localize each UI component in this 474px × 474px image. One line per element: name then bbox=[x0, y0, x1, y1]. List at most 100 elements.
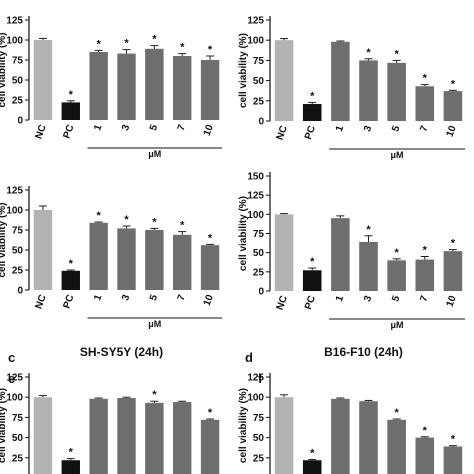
panel-4-significance-mark: * bbox=[366, 224, 371, 236]
panel-4-y-tick-label: 150 bbox=[247, 172, 264, 183]
panel-3-bar-PC bbox=[61, 270, 80, 290]
panel-6-y-tick-label: 50 bbox=[253, 433, 265, 444]
panel-3-category-label: PC bbox=[62, 293, 77, 310]
panel-4-y-tick-label: 50 bbox=[253, 248, 265, 259]
panel-2-bar-3 bbox=[359, 60, 378, 121]
panel-2-bar-1 bbox=[331, 41, 350, 121]
panel-2-category-label: 1 bbox=[334, 124, 346, 133]
panel-2-bar-PC bbox=[302, 104, 322, 121]
panel-1-y-tick-label: 100 bbox=[6, 36, 23, 47]
panel-1-significance-mark: * bbox=[97, 38, 102, 50]
panel-3-category-label: 3 bbox=[120, 293, 132, 302]
panel-6-panel-letter: f bbox=[258, 371, 263, 386]
panel-4-y-tick-label: 75 bbox=[253, 229, 265, 240]
panel-2-bar-NC bbox=[274, 40, 294, 122]
panel-1-y-tick-label: 50 bbox=[12, 76, 24, 87]
panel-2-significance-mark: * bbox=[423, 73, 428, 85]
panel-4-category-label: 10 bbox=[445, 294, 459, 309]
panel-2-y-tick-label: 50 bbox=[253, 76, 265, 87]
panel-1-y-tick-label: 25 bbox=[12, 96, 24, 107]
panel-1-significance-mark: * bbox=[124, 38, 129, 50]
panel-6-bar-5 bbox=[387, 419, 406, 474]
panel-1-category-label: 7 bbox=[176, 123, 188, 132]
panel-4-significance-mark: * bbox=[310, 256, 315, 268]
panel-3-y-tick-label: 25 bbox=[12, 266, 24, 277]
panel-4-category-label: 1 bbox=[334, 294, 346, 303]
panel-1-y-tick-label: 75 bbox=[12, 56, 24, 67]
panel-4-bar-7 bbox=[415, 259, 435, 291]
panel-1-category-label: 5 bbox=[148, 123, 160, 132]
panel-5-y-tick-label: 75 bbox=[12, 413, 24, 424]
panel-1-significance-mark: * bbox=[180, 42, 185, 54]
panel-5-bar-3 bbox=[117, 398, 136, 474]
panel-4-bar-1 bbox=[331, 218, 350, 291]
panel-2-y-tick-label: 75 bbox=[253, 56, 265, 67]
panel-1-category-label: 1 bbox=[92, 123, 104, 132]
panel-3-y-tick-label: 125 bbox=[6, 186, 23, 197]
panel-4-y-tick-label: 100 bbox=[247, 210, 264, 221]
panel-3-bar-7 bbox=[173, 234, 192, 290]
panel-3-bar-NC bbox=[33, 210, 53, 290]
panel-1-significance-mark: * bbox=[152, 34, 157, 46]
panel-5-y-tick-label: 50 bbox=[12, 433, 24, 444]
panel-6-bar-10 bbox=[443, 446, 463, 474]
panel-4-category-label: 7 bbox=[418, 294, 430, 303]
panel-1-category-label: 3 bbox=[120, 123, 132, 132]
panel-3-y-tick-label: 50 bbox=[12, 246, 24, 257]
panel-6-significance-mark: * bbox=[395, 407, 400, 419]
panel-5-bar-PC bbox=[61, 460, 80, 474]
panel-1-y-tick-label: 0 bbox=[17, 116, 23, 127]
panel-6-y-tick-label: 125 bbox=[247, 373, 264, 384]
panel-4-title: B16-F10 (24h) bbox=[324, 345, 403, 359]
panel-6-bar-PC bbox=[302, 460, 322, 474]
panel-2-category-label: PC bbox=[303, 124, 318, 141]
panel-4-category-label: PC bbox=[303, 294, 318, 311]
panel-5-y-tick-label: 25 bbox=[12, 453, 24, 464]
panel-1-bar-3 bbox=[117, 53, 136, 120]
panel-4-panel-letter: d bbox=[245, 350, 253, 365]
panel-2-y-tick-label: 25 bbox=[253, 96, 265, 107]
panel-5-y-axis-label: cell viability (%) bbox=[0, 388, 8, 463]
panel-5-panel-letter: e bbox=[8, 371, 15, 386]
panel-4-significance-mark: * bbox=[451, 238, 456, 250]
panel-2-y-tick-label: 125 bbox=[247, 16, 264, 27]
panel-6-y-tick-label: 25 bbox=[253, 453, 265, 464]
panel-2-significance-mark: * bbox=[451, 78, 456, 90]
panel-6-bar-1 bbox=[331, 398, 350, 474]
panel-6-bar-NC bbox=[274, 397, 294, 474]
panel-2-significance-mark: * bbox=[395, 48, 400, 60]
panel-1-dose-unit: μM bbox=[148, 149, 161, 159]
panel-4-category-label: NC bbox=[275, 294, 290, 311]
panel-4-y-tick-label: 125 bbox=[247, 191, 264, 202]
panel-2-category-label: 10 bbox=[445, 124, 459, 139]
panel-2-significance-mark: * bbox=[310, 90, 315, 102]
panel-3-title: SH-SY5Y (24h) bbox=[80, 345, 163, 359]
panel-3-significance-mark: * bbox=[69, 258, 74, 270]
panel-2-y-axis-label: cell viability (%) bbox=[238, 33, 249, 108]
panel-4-dose-unit: μM bbox=[391, 320, 404, 330]
panel-6-y-axis-label: cell viability (%) bbox=[238, 388, 249, 463]
panel-3-significance-mark: * bbox=[180, 220, 185, 232]
panel-1-bar-5 bbox=[145, 48, 164, 120]
panel-1-bar-1 bbox=[89, 52, 108, 120]
panel-2-bar-5 bbox=[387, 62, 406, 121]
panel-6-bar-3 bbox=[359, 401, 378, 474]
panel-6-bar-7 bbox=[415, 437, 435, 474]
panel-3-category-label: 1 bbox=[92, 293, 104, 302]
panel-2-category-label: 5 bbox=[390, 124, 402, 133]
panel-4-y-axis-label: cell viability (%) bbox=[238, 196, 249, 271]
panel-2-bar-10 bbox=[443, 91, 463, 121]
panel-2-bar-7 bbox=[415, 86, 435, 121]
panel-4-bar-5 bbox=[387, 260, 406, 291]
panel-1-y-tick-label: 125 bbox=[6, 16, 23, 27]
panel-3-dose-unit: μM bbox=[148, 319, 161, 329]
panel-5-significance-mark: * bbox=[69, 447, 74, 459]
panel-2-category-label: 7 bbox=[418, 124, 430, 133]
panel-6-significance-mark: * bbox=[451, 434, 456, 446]
panel-5-significance-mark: * bbox=[152, 389, 157, 401]
panel-1-category-label: PC bbox=[62, 123, 77, 140]
panel-6-significance-mark: * bbox=[423, 425, 428, 437]
panel-3-bar-1 bbox=[89, 222, 108, 290]
panel-3-category-label: 5 bbox=[148, 293, 160, 302]
